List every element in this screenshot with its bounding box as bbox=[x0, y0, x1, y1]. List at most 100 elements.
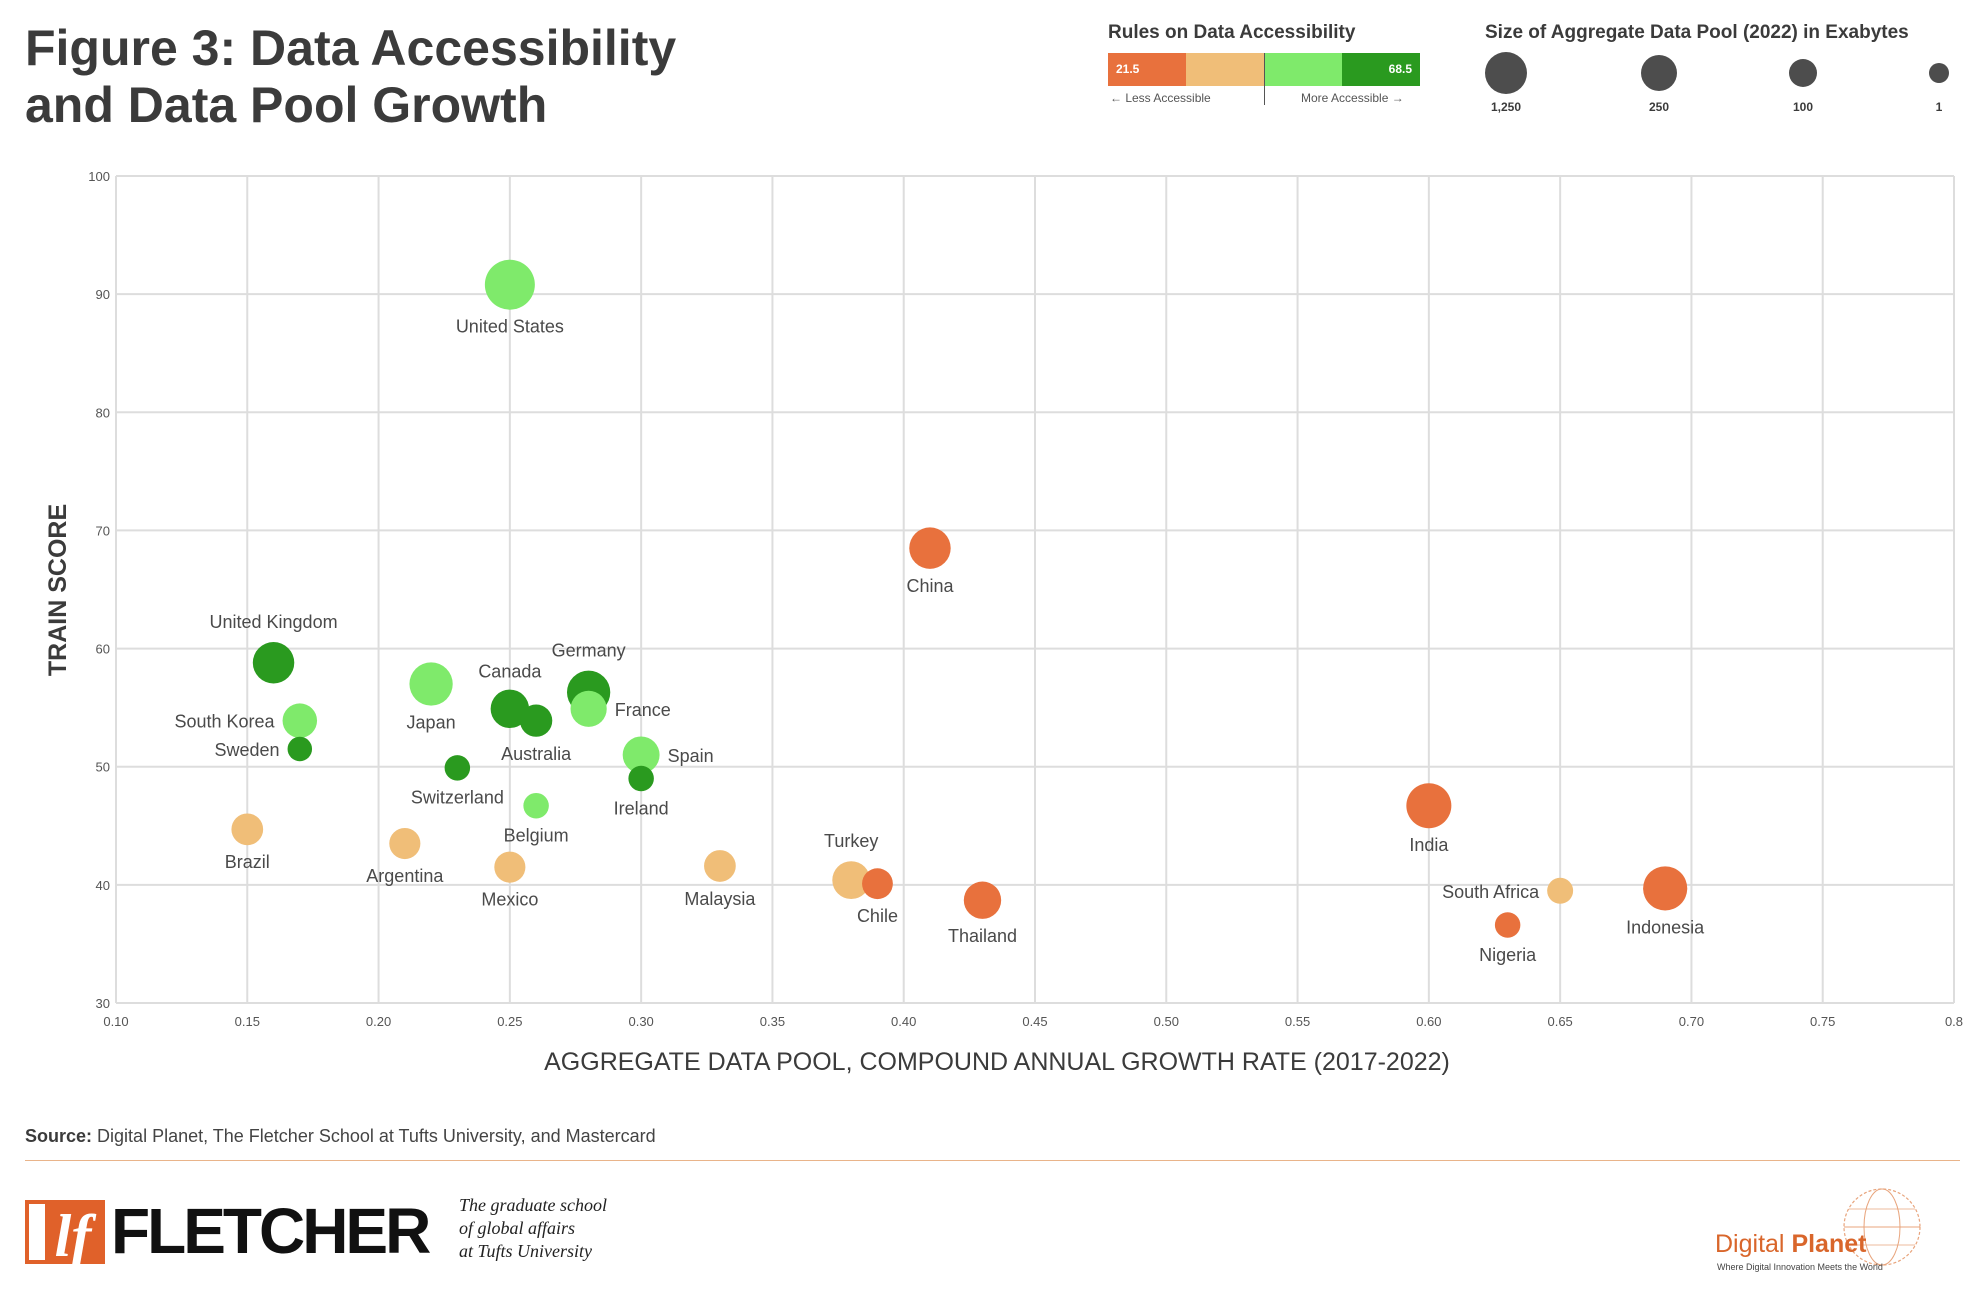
data-point bbox=[963, 881, 1002, 919]
size-label-100: 100 bbox=[1792, 100, 1814, 114]
data-point bbox=[409, 662, 453, 706]
point-label: Turkey bbox=[824, 831, 878, 851]
x-axis-title: AGGREGATE DATA POOL, COMPOUND ANNUAL GRO… bbox=[544, 1048, 1450, 1076]
data-point bbox=[1406, 783, 1452, 829]
fletcher-logo: lf FLETCHER bbox=[25, 1196, 431, 1266]
x-tick-label: 0.45 bbox=[1022, 1014, 1047, 1029]
size-label-1: 1 bbox=[1935, 100, 1943, 114]
point-label: Germany bbox=[552, 641, 626, 661]
point-label: Indonesia bbox=[1626, 917, 1705, 937]
x-tick-label: 0.8 bbox=[1945, 1014, 1963, 1029]
size-dot-250 bbox=[1641, 55, 1677, 91]
y-axis-title: TRAIN SCORE bbox=[44, 504, 72, 676]
point-label: Australia bbox=[501, 744, 572, 764]
scale-max-value: 68.5 bbox=[1388, 62, 1412, 76]
title-line-1: Figure 3: Data Accessibility bbox=[25, 20, 677, 76]
point-label: Canada bbox=[478, 662, 542, 682]
y-tick-label: 50 bbox=[96, 760, 110, 775]
data-point bbox=[252, 642, 295, 684]
x-tick-label: 0.70 bbox=[1679, 1014, 1704, 1029]
data-point bbox=[628, 765, 654, 792]
data-point bbox=[909, 527, 951, 569]
data-point bbox=[519, 704, 553, 737]
data-point bbox=[622, 736, 660, 774]
point-label: Sweden bbox=[214, 740, 279, 760]
data-point bbox=[1547, 877, 1574, 904]
x-tick-label: 0.30 bbox=[628, 1014, 653, 1029]
size-label-1250: 1,250 bbox=[1490, 100, 1522, 114]
point-label: United Kingdom bbox=[210, 612, 338, 632]
point-label: United States bbox=[456, 317, 564, 337]
point-label: South Korea bbox=[174, 712, 275, 732]
accessibility-legend-title: Rules on Data Accessibility bbox=[1108, 22, 1356, 43]
data-point bbox=[1643, 866, 1688, 911]
digital-planet-logo: Digital Planet Where Digital Innovation … bbox=[1715, 1183, 1965, 1273]
x-tick-label: 0.75 bbox=[1810, 1014, 1835, 1029]
y-tick-label: 30 bbox=[96, 996, 110, 1011]
data-point bbox=[389, 827, 421, 860]
data-points bbox=[231, 259, 1688, 938]
data-point bbox=[523, 792, 549, 819]
footer-divider bbox=[25, 1160, 1960, 1161]
x-tick-label: 0.10 bbox=[103, 1014, 128, 1029]
title-line-2: and Data Pool Growth bbox=[25, 77, 548, 133]
data-point bbox=[231, 813, 264, 846]
fletcher-mark-icon: lf bbox=[25, 1200, 105, 1264]
point-label: Nigeria bbox=[1479, 945, 1537, 965]
source-text: Digital Planet, The Fletcher School at T… bbox=[97, 1126, 656, 1146]
size-dot-100 bbox=[1789, 59, 1817, 87]
tagline-line-1: The graduate school bbox=[459, 1195, 607, 1215]
y-tick-label: 70 bbox=[96, 523, 110, 538]
point-label: Belgium bbox=[504, 825, 569, 845]
accessibility-color-scale: 21.5 68.5 bbox=[1108, 53, 1420, 86]
fletcher-mark-text: lf bbox=[55, 1203, 97, 1264]
tick-labels: 0.10 0.15 0.20 0.25 0.30 0.35 0.40 0.45 0.50 0.55… bbox=[88, 169, 1963, 1029]
x-tick-label: 0.55 bbox=[1285, 1014, 1310, 1029]
x-tick-label: 0.25 bbox=[497, 1014, 522, 1029]
point-label: South Africa bbox=[1442, 882, 1540, 902]
scale-segment-low bbox=[1186, 53, 1264, 86]
data-point bbox=[494, 851, 526, 883]
scale-segment-most bbox=[1342, 53, 1420, 86]
y-tick-label: 60 bbox=[96, 642, 110, 657]
point-label: China bbox=[906, 576, 954, 596]
more-accessible-label: More Accessible → bbox=[1301, 91, 1404, 105]
y-tick-label: 100 bbox=[88, 169, 110, 184]
scale-min-value: 21.5 bbox=[1116, 62, 1140, 76]
tagline-line-3: at Tufts University bbox=[459, 1241, 593, 1261]
figure-title: Figure 3: Data Accessibility and Data Po… bbox=[25, 20, 785, 134]
point-label: Mexico bbox=[481, 890, 538, 910]
point-label: Thailand bbox=[948, 926, 1017, 946]
x-tick-label: 0.60 bbox=[1416, 1014, 1441, 1029]
point-label: France bbox=[615, 700, 671, 720]
dp-name-planet: Planet bbox=[1791, 1230, 1867, 1258]
x-tick-label: 0.40 bbox=[891, 1014, 916, 1029]
point-label: Switzerland bbox=[411, 788, 504, 808]
digital-planet-tagline: Where Digital Innovation Meets the World bbox=[1717, 1262, 1883, 1272]
x-tick-label: 0.15 bbox=[235, 1014, 260, 1029]
data-point bbox=[570, 690, 607, 727]
x-tick-label: 0.35 bbox=[760, 1014, 785, 1029]
scale-segment-least bbox=[1108, 53, 1186, 86]
point-label: India bbox=[1409, 835, 1449, 855]
size-legend-title: Size of Aggregate Data Pool (2022) in Ex… bbox=[1485, 22, 1909, 43]
fletcher-wordmark: FLETCHER bbox=[111, 1195, 431, 1267]
data-point bbox=[444, 755, 471, 781]
data-point bbox=[862, 868, 893, 900]
data-point bbox=[484, 259, 535, 310]
y-tick-label: 90 bbox=[96, 287, 110, 302]
size-dot-1 bbox=[1929, 63, 1949, 83]
data-point bbox=[287, 736, 313, 762]
less-accessible-label: ← Less Accessible bbox=[1110, 91, 1211, 105]
scale-divider bbox=[1264, 53, 1265, 105]
source-note: Source: Digital Planet, The Fletcher Sch… bbox=[25, 1126, 656, 1147]
size-label-250: 250 bbox=[1648, 100, 1670, 114]
data-point bbox=[282, 703, 318, 738]
x-tick-label: 0.20 bbox=[366, 1014, 391, 1029]
scatter-chart: 0.10 0.15 0.20 0.25 0.30 0.35 0.40 0.45 0.50 0.55… bbox=[44, 169, 1963, 1076]
data-point bbox=[832, 861, 871, 900]
point-label: Malaysia bbox=[684, 889, 756, 909]
point-label: Spain bbox=[668, 746, 714, 766]
point-label: Argentina bbox=[366, 866, 444, 886]
